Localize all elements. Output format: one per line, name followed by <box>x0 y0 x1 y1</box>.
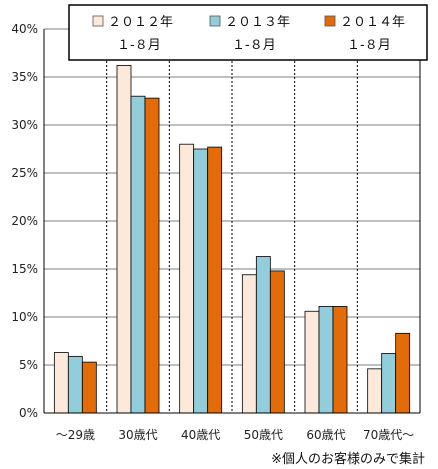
legend-label-2013-line2: １-８月 <box>232 38 276 53</box>
x-axis-categories: ～29歳 30歳代 40歳代 50歳代 60歳代 70歳代～ <box>56 428 415 442</box>
x-category-label: 40歳代 <box>181 428 220 442</box>
bar-3-6 <box>395 332 411 414</box>
legend-swatch-2014 <box>324 15 336 27</box>
legend-label-2014-line2: １-８月 <box>347 38 391 53</box>
bar-2-6 <box>381 353 397 414</box>
bar-3-2 <box>144 97 160 414</box>
bar-1-4 <box>241 274 257 414</box>
legend-swatch-2012 <box>92 15 104 27</box>
y-axis-ticks: 0% 5% 10% 15% 20% 25% 30% 35% 40% <box>11 22 38 420</box>
y-tick-label: 0% <box>19 406 38 420</box>
y-tick-label: 15% <box>11 262 38 276</box>
legend: ２０１２年 １-８月 ２０１３年 １-８月 ２０１４年 １-８月 <box>68 4 428 61</box>
axes <box>43 29 421 414</box>
x-category-label: 60歳代 <box>306 428 345 442</box>
bar-1-2 <box>116 65 132 414</box>
bar-3-5 <box>332 306 348 414</box>
y-tick-label: 5% <box>19 358 38 372</box>
x-category-label: 70歳代～ <box>363 428 414 442</box>
bar-2-2 <box>130 95 146 414</box>
bar-2-5 <box>318 306 334 414</box>
bar-1-6 <box>367 368 383 414</box>
bar-2-4 <box>255 256 271 414</box>
legend-label-2012-line2: １-８月 <box>117 38 161 53</box>
bar-1-1 <box>53 352 69 414</box>
bar-3-3 <box>207 146 223 414</box>
bar-3-4 <box>269 270 285 414</box>
legend-box <box>68 4 428 61</box>
y-tick-label: 25% <box>11 166 38 180</box>
legend-label-2013-line1: ２０１３年 <box>225 15 290 30</box>
legend-label-2014-line1: ２０１４年 <box>340 15 405 30</box>
y-tick-label: 35% <box>11 70 38 84</box>
y-tick-label: 10% <box>11 310 38 324</box>
bar-2-3 <box>193 148 209 414</box>
legend-label-2012-line1: ２０１２年 <box>108 15 173 30</box>
gridlines <box>44 28 420 413</box>
bars <box>53 65 411 414</box>
x-category-label: ～29歳 <box>56 428 95 442</box>
bar-1-3 <box>179 143 195 414</box>
y-tick-label: 30% <box>11 118 38 132</box>
y-tick-label: 20% <box>11 214 38 228</box>
y-tick-label: 40% <box>11 22 38 36</box>
bar-2-1 <box>67 355 83 414</box>
bar-3-1 <box>81 361 97 414</box>
x-category-label: 50歳代 <box>244 428 283 442</box>
footnote: ※個人のお客様のみで集計 <box>271 451 425 467</box>
bar-1-5 <box>304 310 320 414</box>
legend-swatch-2013 <box>209 15 221 27</box>
x-category-label: 30歳代 <box>118 428 157 442</box>
